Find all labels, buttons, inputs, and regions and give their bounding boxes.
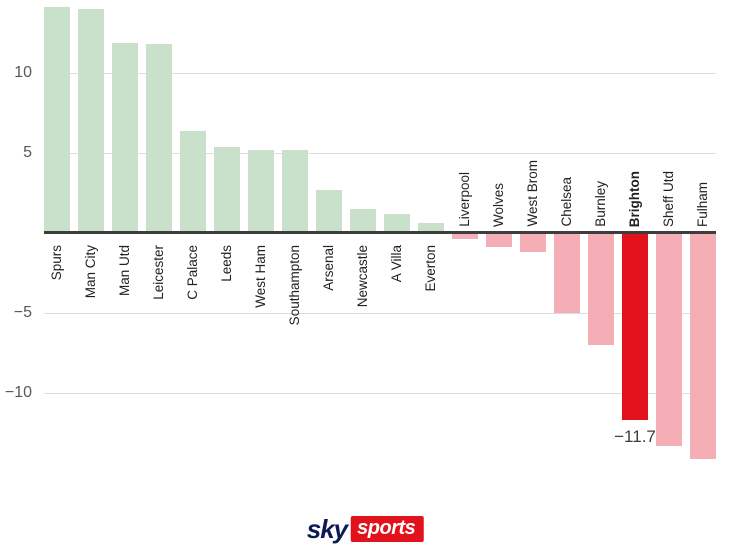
x-label-spurs: Spurs bbox=[49, 245, 64, 281]
bar-spurs bbox=[44, 7, 70, 233]
plot-area: 10 5 −5 −10 Spurs Man City Man Utd Leicester C P… bbox=[4, 7, 716, 459]
x-label-man-utd: Man Utd bbox=[117, 245, 132, 297]
x-axis-line bbox=[44, 231, 716, 234]
x-label-man-city: Man City bbox=[83, 245, 98, 299]
bar-burnley bbox=[588, 233, 614, 345]
bar-c-palace bbox=[180, 130, 206, 233]
bar-liverpool bbox=[452, 233, 478, 240]
x-label-liverpool: Liverpool bbox=[457, 172, 472, 227]
bar-brighton bbox=[622, 233, 648, 421]
x-label-wolves: Wolves bbox=[491, 182, 506, 227]
bar-a-villa bbox=[384, 213, 410, 233]
bar-west-brom bbox=[520, 233, 546, 253]
bar-everton bbox=[418, 223, 444, 233]
y-tick-label: 5 bbox=[23, 144, 32, 161]
value-annotation: −11.7 bbox=[614, 427, 656, 447]
x-label-west-ham: West Ham bbox=[253, 245, 268, 308]
bar-leeds bbox=[214, 146, 240, 233]
bar-chelsea bbox=[554, 233, 580, 313]
x-label-southampton: Southampton bbox=[287, 245, 302, 326]
sky-sports-logo: sky sports bbox=[307, 516, 424, 542]
bar-newcastle bbox=[350, 209, 376, 233]
y-tick-label: −10 bbox=[4, 384, 32, 401]
x-label-a-villa: A Villa bbox=[389, 245, 404, 283]
y-tick-label: −5 bbox=[13, 304, 32, 321]
x-label-west-brom: West Brom bbox=[525, 160, 540, 227]
gridline-−10 bbox=[44, 393, 716, 394]
y-tick-label: 10 bbox=[14, 64, 32, 81]
bar-west-ham bbox=[248, 149, 274, 233]
x-label-fulham: Fulham bbox=[695, 181, 710, 227]
x-label-chelsea: Chelsea bbox=[559, 177, 574, 227]
bar-leicester bbox=[146, 44, 172, 233]
x-label-sheff-utd: Sheff Utd bbox=[661, 170, 676, 227]
x-label-everton: Everton bbox=[423, 245, 438, 292]
bar-man-utd bbox=[112, 42, 138, 233]
x-label-leeds: Leeds bbox=[219, 245, 234, 282]
x-label-c-palace: C Palace bbox=[185, 245, 200, 300]
bar-man-city bbox=[78, 9, 104, 233]
gridline-5 bbox=[44, 153, 716, 154]
bar-wolves bbox=[486, 233, 512, 248]
sky-logo-text: sky bbox=[306, 514, 348, 544]
gridline-10 bbox=[44, 73, 716, 74]
x-label-arsenal: Arsenal bbox=[321, 245, 336, 291]
bar-southampton bbox=[282, 149, 308, 233]
x-label-leicester: Leicester bbox=[151, 245, 166, 300]
x-label-brighton: Brighton bbox=[627, 170, 642, 227]
gridline-−5 bbox=[44, 313, 716, 314]
sports-logo-badge: sports bbox=[351, 516, 424, 542]
bar-sheff-utd bbox=[656, 233, 682, 446]
x-label-newcastle: Newcastle bbox=[355, 245, 370, 308]
bar-arsenal bbox=[316, 189, 342, 233]
bar-fulham bbox=[690, 233, 716, 459]
x-label-burnley: Burnley bbox=[593, 181, 608, 227]
